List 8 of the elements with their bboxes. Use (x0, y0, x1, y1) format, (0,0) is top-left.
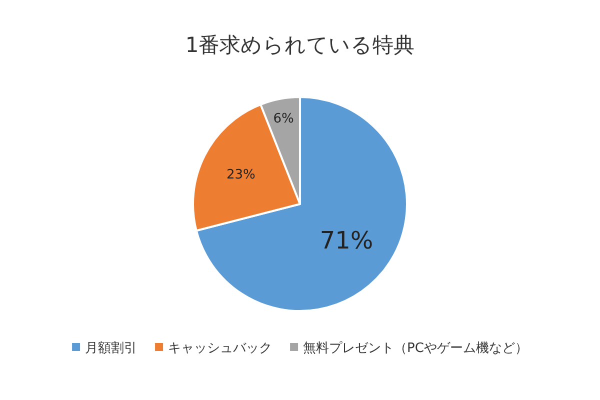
chart-title: 1番求められている特典 (185, 33, 415, 57)
legend-label: 無料プレゼント（PCやゲーム機など） (303, 341, 528, 356)
data-label: 71% (320, 226, 374, 254)
pie-slice (195, 96, 408, 312)
data-label: 6% (273, 111, 294, 126)
data-label: 23% (226, 167, 256, 182)
legend-label: 月額割引 (85, 341, 138, 356)
legend-label: キャッシュバック (168, 341, 272, 356)
